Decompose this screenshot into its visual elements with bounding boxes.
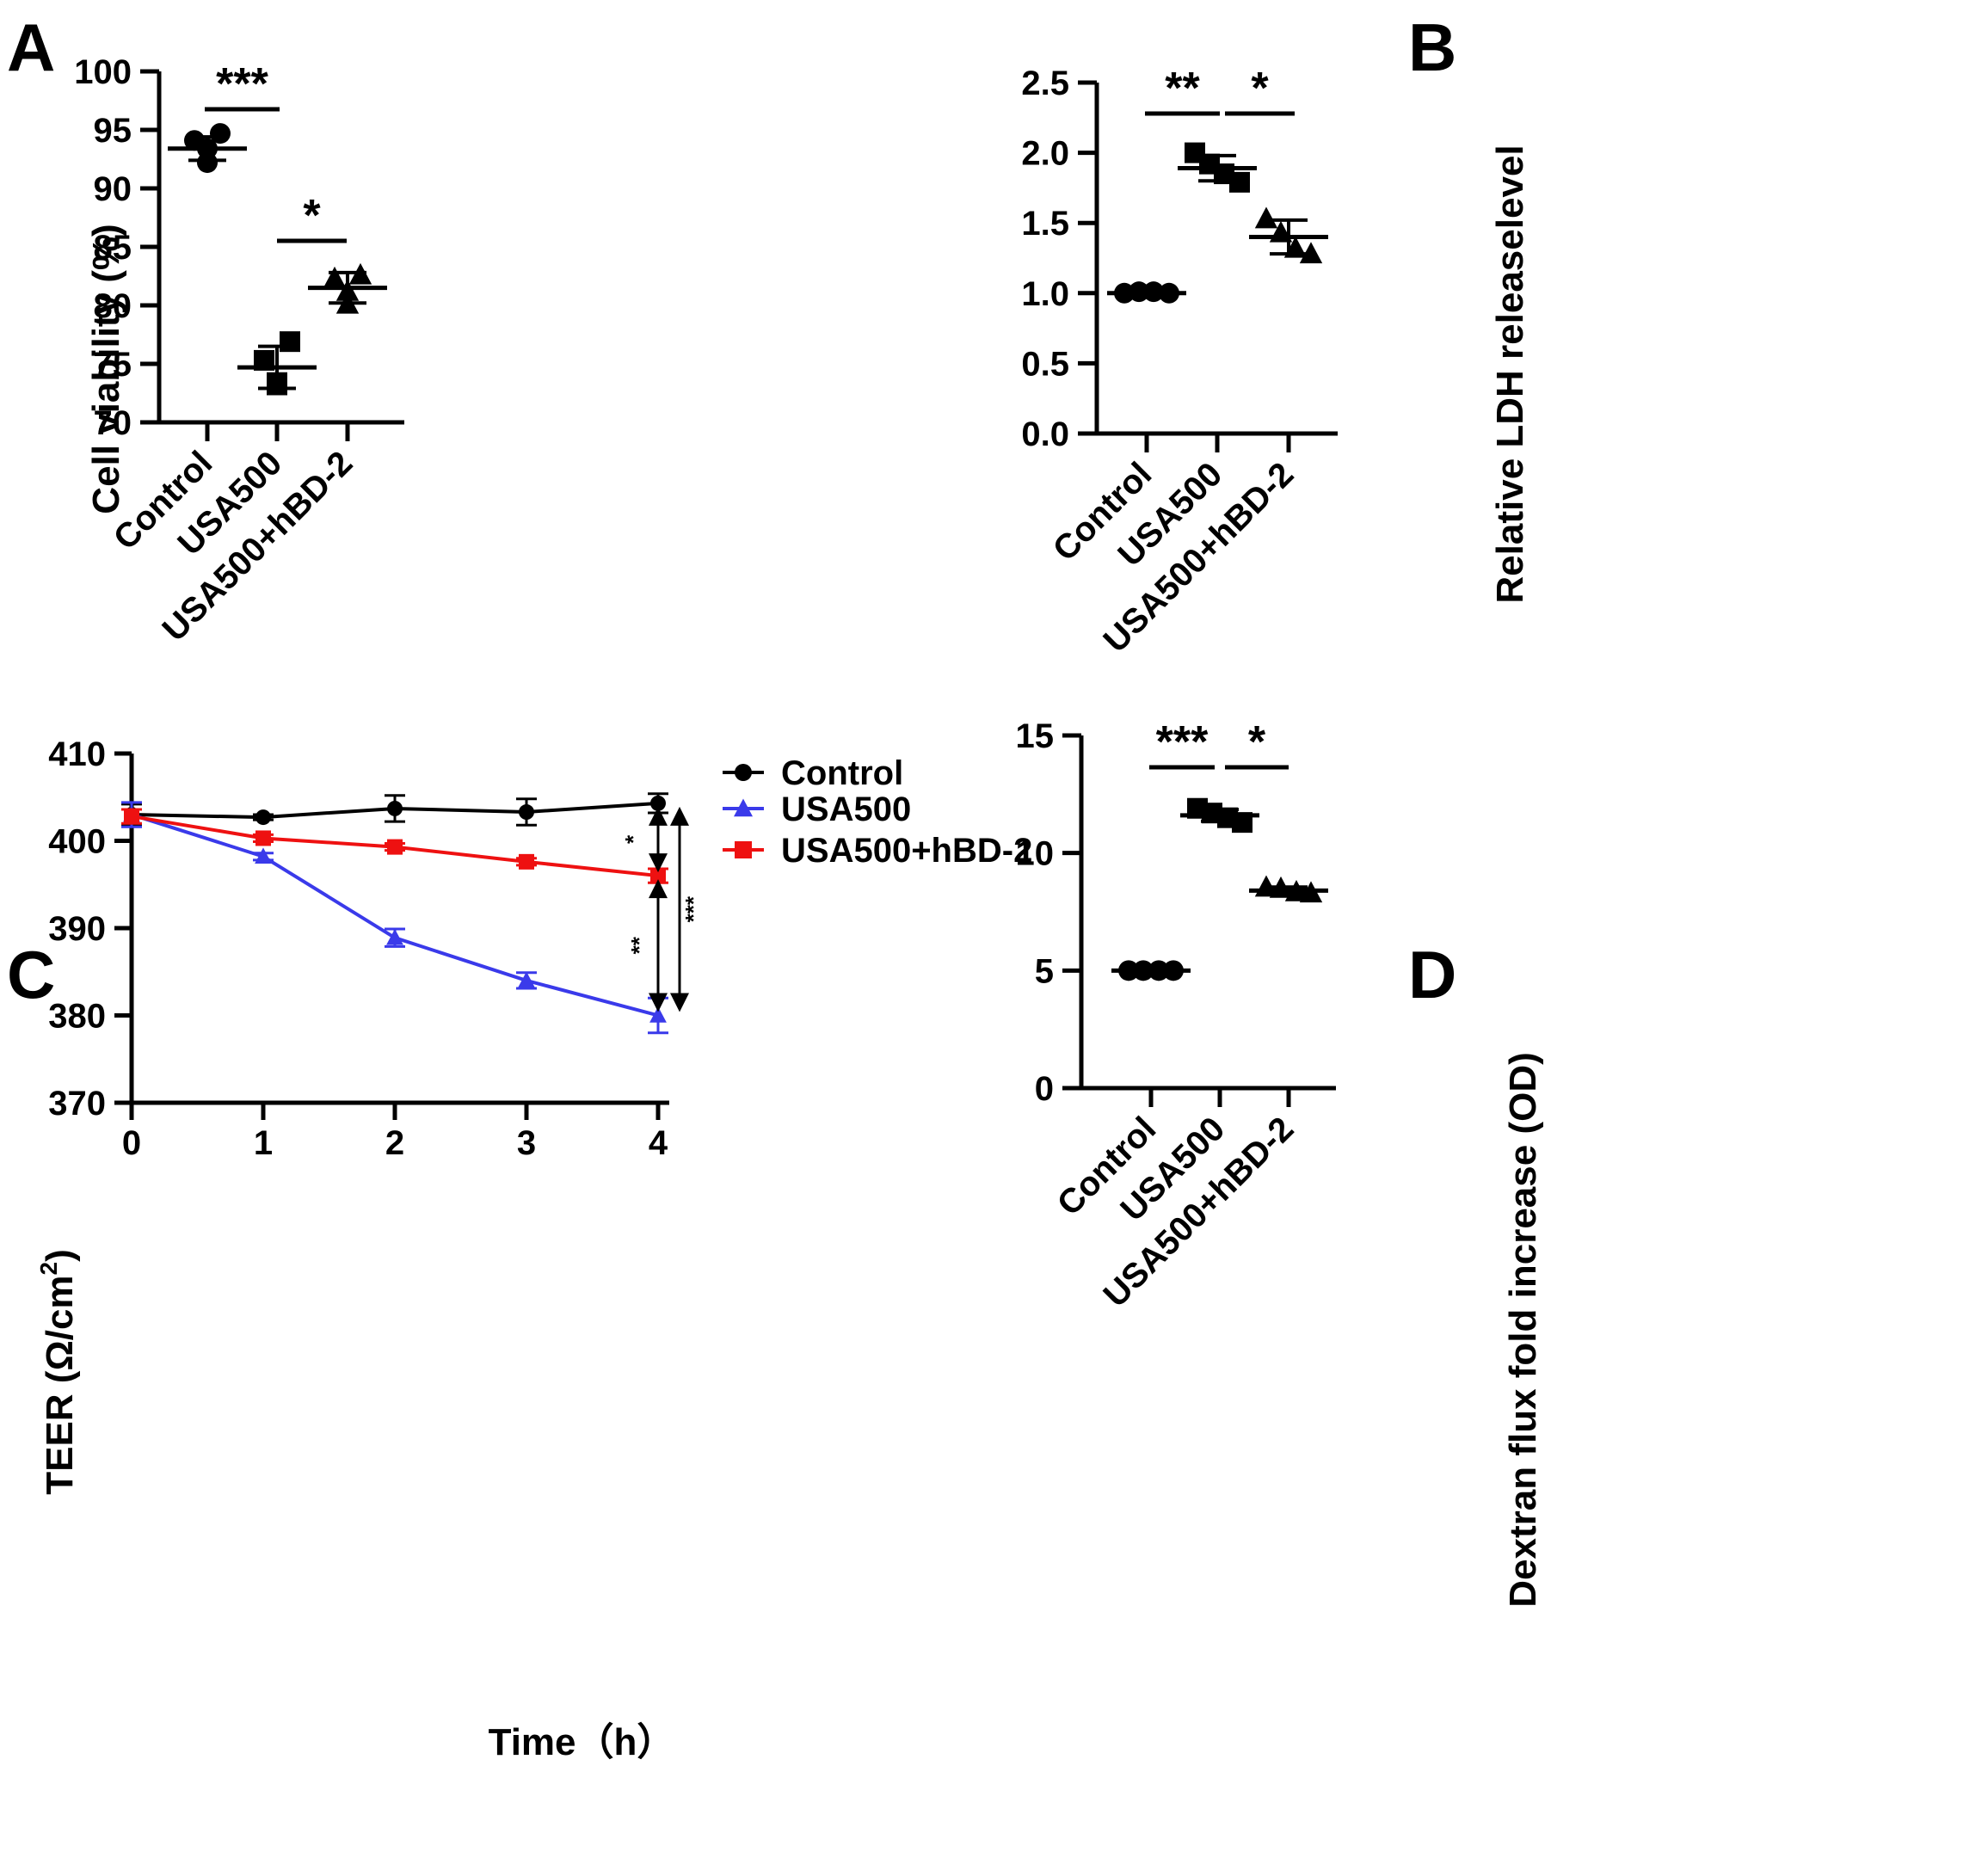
panel-c-data-point — [650, 868, 666, 884]
panel-b-data-point — [1299, 242, 1323, 264]
panel-c-ytick-label: 400 — [48, 823, 106, 861]
panel-a-ytick-label: 70 — [94, 404, 132, 442]
panel-c-data-point — [255, 847, 272, 864]
panel-c-comparison-label: ** — [626, 936, 652, 954]
panel-c-data-point — [649, 1006, 667, 1023]
panel-c-ytick-label: 380 — [48, 998, 106, 1036]
panel-a-significance-label: * — [303, 191, 321, 241]
panel-b-ytick-label: 0.0 — [1021, 415, 1069, 453]
panel-d-ylabel: Dextran flux fold increase (OD) — [1502, 1052, 1544, 1607]
panel-d-chart: Dextran flux fold increase (OD) 051015Co… — [1016, 717, 1545, 1608]
panel-a-ylabel: Cell viability (%) — [85, 224, 127, 514]
panel-c-legend-label: USA500 — [781, 791, 911, 828]
panel-a-ytick-label: 85 — [94, 229, 132, 267]
panel-c-ylabel: TEER (Ω/cm2) — [35, 1249, 81, 1495]
panel-c-data-point — [255, 809, 271, 826]
panel-a-ytick-label: 75 — [94, 346, 132, 384]
panel-c-arrow-head — [649, 853, 668, 873]
panel-c-arrow-head — [649, 879, 668, 899]
panel-letter-a: A — [7, 9, 55, 85]
panel-c-ylabel-sup: 2 — [35, 1262, 62, 1276]
panel-a-chart: Cell viability (%) 707580859095100Contro… — [74, 53, 404, 649]
panel-c-xtick-label: 2 — [385, 1124, 404, 1162]
panel-c-legend-marker — [735, 841, 752, 858]
panel-letter-d: D — [1408, 937, 1456, 1012]
panel-c-ylabel-main: TEER (Ω/cm — [39, 1275, 81, 1494]
panel-a-ytick-label: 80 — [94, 287, 132, 325]
panel-b-data-point — [1254, 206, 1278, 229]
panel-c-arrow-head — [649, 806, 668, 826]
panel-c-comparison-label: * — [620, 834, 646, 844]
panel-d-ytick-label: 15 — [1016, 717, 1055, 755]
panel-c-legend-label: Control — [781, 754, 903, 792]
panel-b-ytick-label: 2.0 — [1021, 135, 1069, 173]
panel-letter-b: B — [1408, 9, 1456, 85]
panel-c-data-point — [519, 804, 534, 821]
panel-c-legend-marker — [735, 764, 752, 781]
panel-c-ylabel-close: ) — [39, 1249, 81, 1262]
panel-a-ytick-label: 90 — [94, 170, 132, 208]
panel-b-ytick-label: 1.5 — [1021, 205, 1069, 243]
panel-letter-c: C — [7, 937, 55, 1012]
panel-a-data-point — [323, 266, 347, 288]
panel-b-significance-label: * — [1251, 64, 1269, 114]
panel-c-data-point — [650, 795, 666, 811]
panel-a-ytick-label: 95 — [94, 112, 132, 150]
panel-c-arrow-head — [670, 806, 689, 826]
panel-c-legend-label: USA500+hBD-2 — [781, 832, 1032, 870]
panel-c-xlabel: Time（h） — [489, 1721, 675, 1763]
panel-d-significance-label: * — [1248, 717, 1266, 767]
panel-a-data-point — [280, 331, 300, 353]
panel-c-xtick-label: 0 — [122, 1124, 141, 1162]
panel-b-ylabel: Relative LDH releaselevel — [1489, 145, 1531, 603]
panel-b-ytick-label: 2.5 — [1021, 65, 1069, 102]
panel-c-data-point — [519, 853, 534, 870]
panel-d-ytick-label: 10 — [1016, 835, 1055, 873]
panel-c-xtick-label: 4 — [649, 1124, 668, 1162]
panel-c-data-point — [518, 971, 535, 988]
panel-d-ytick-label: 5 — [1035, 952, 1054, 990]
panel-c-xtick-label: 1 — [254, 1124, 273, 1162]
panel-c-arrow-head — [649, 993, 668, 1012]
panel-c-legend-marker — [734, 798, 753, 817]
panel-c-data-point — [387, 800, 403, 816]
panel-c-ytick-label: 370 — [48, 1085, 106, 1123]
panel-c-xtick-label: 3 — [517, 1124, 536, 1162]
panel-a-ytick-label: 100 — [74, 53, 132, 91]
panel-d-significance-label: *** — [1156, 717, 1209, 767]
panel-c-data-point — [124, 809, 139, 825]
panel-c-data-point — [386, 928, 403, 945]
panel-c-ytick-label: 390 — [48, 910, 106, 948]
panel-c-arrow-head — [670, 993, 689, 1012]
panel-a-significance-label: *** — [216, 59, 268, 109]
panel-c-ytick-label: 410 — [48, 735, 106, 773]
panel-b-ytick-label: 0.5 — [1021, 345, 1069, 383]
panel-c-comparison-label: *** — [680, 895, 706, 922]
panel-b-ytick-label: 1.0 — [1021, 275, 1069, 313]
panel-c-data-point — [255, 830, 271, 846]
panel-b-significance-label: ** — [1165, 64, 1200, 114]
panel-b-chart: Relative LDH releaselevel 0.0 0.5 1.0 1.5 2.… — [1021, 64, 1531, 660]
panel-c-data-point — [387, 839, 403, 855]
panel-d-ytick-label: 0 — [1035, 1070, 1054, 1108]
panel-a-data-point — [197, 152, 218, 174]
